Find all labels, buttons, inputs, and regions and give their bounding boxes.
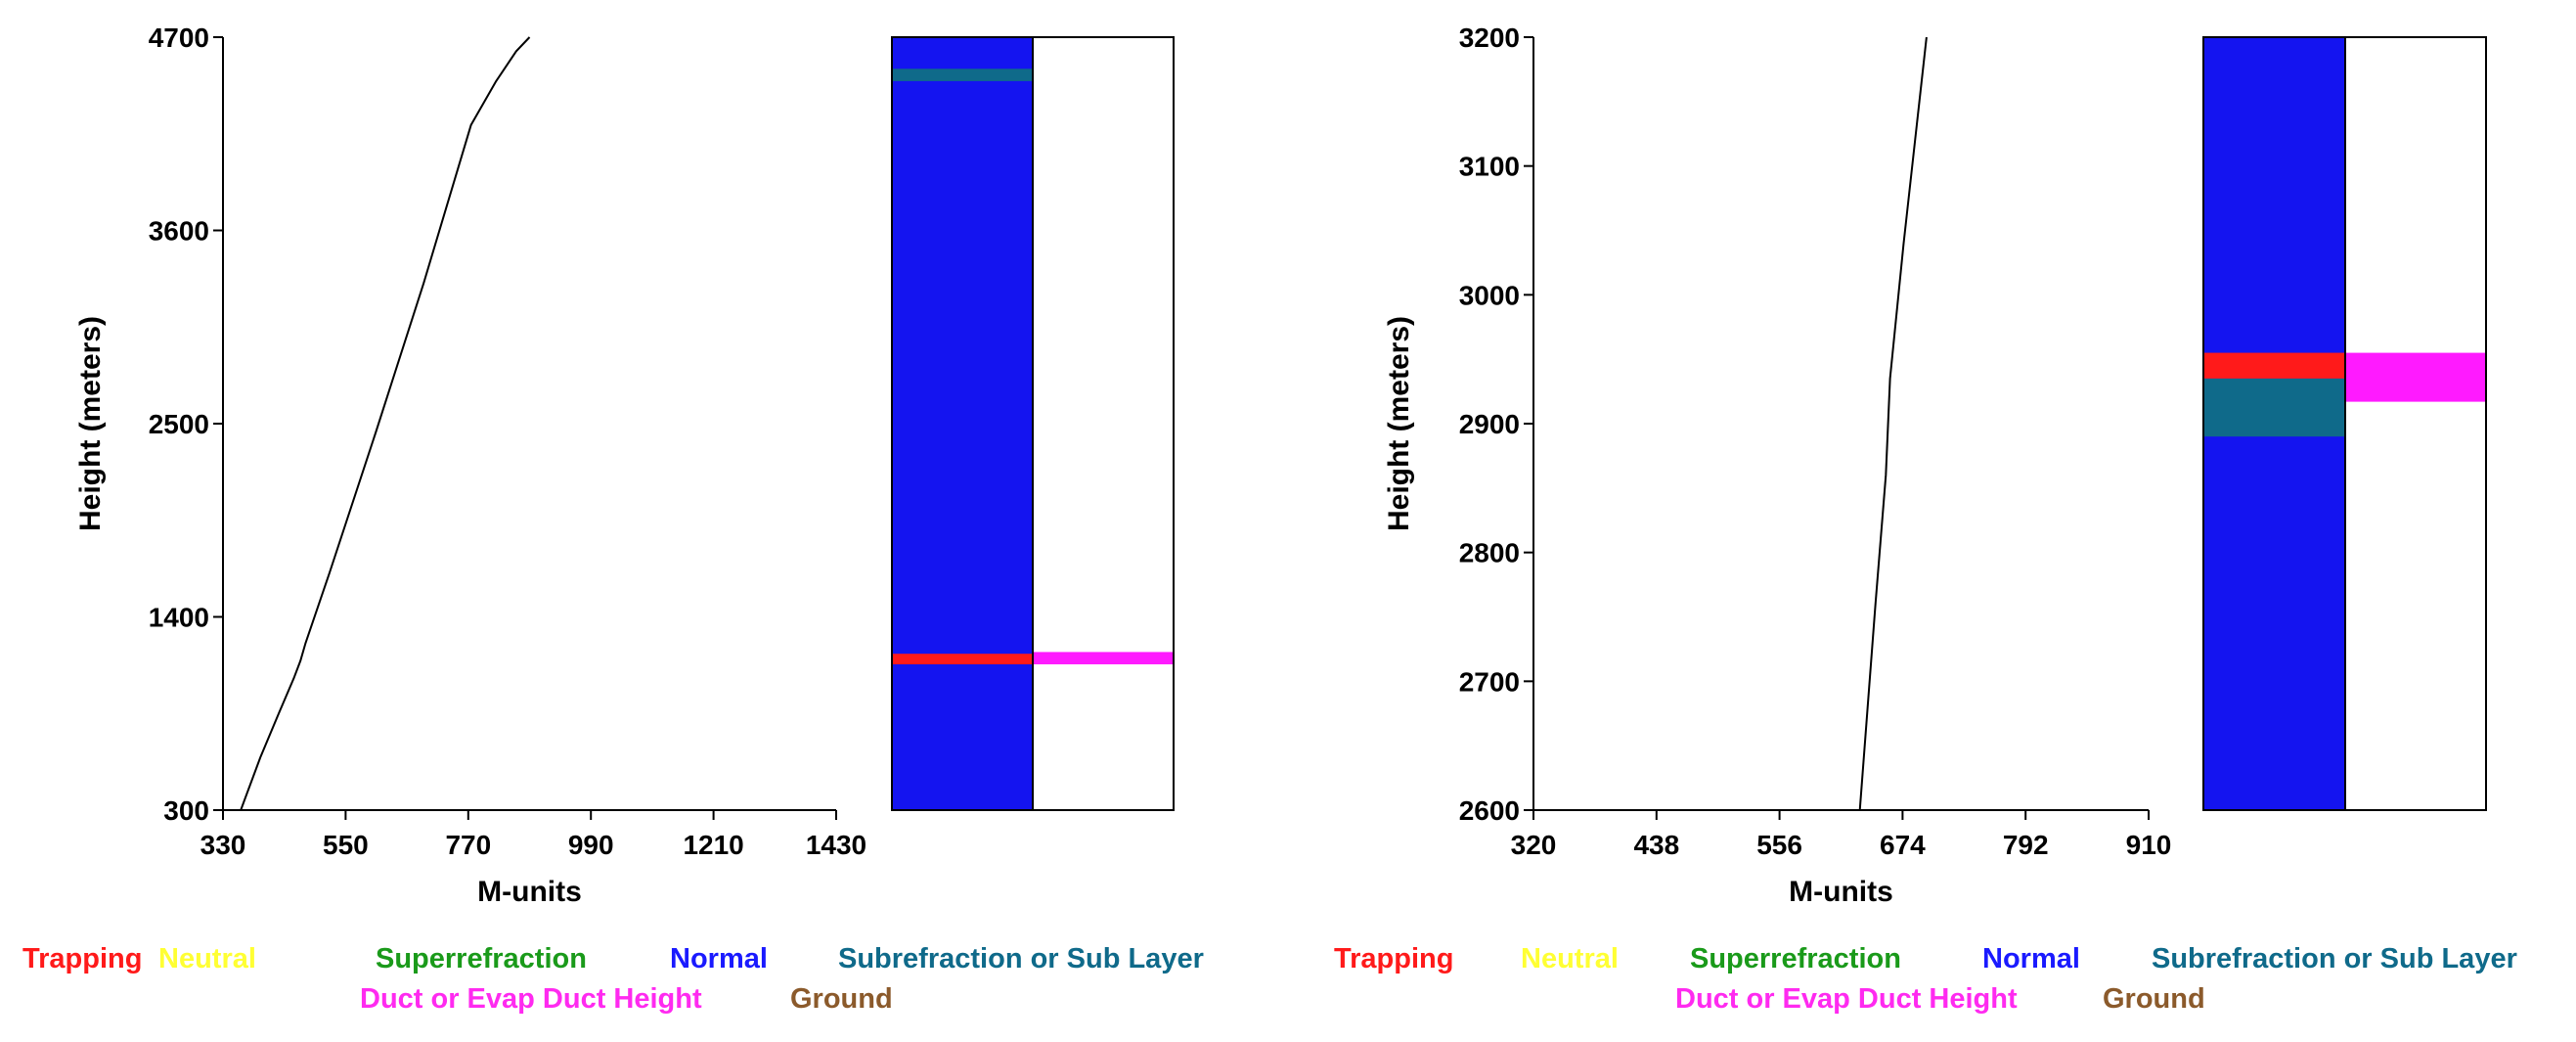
x-tick-label: 910 xyxy=(2126,830,2172,860)
x-axis-title: M-units xyxy=(1789,876,1893,908)
layer-band xyxy=(2203,378,2345,437)
legend-item: Superrefraction xyxy=(1690,943,1901,974)
y-tick-label: 1400 xyxy=(149,603,209,633)
y-tick-label: 3000 xyxy=(1459,280,1520,310)
x-tick-label: 990 xyxy=(568,830,614,860)
legend-item: Normal xyxy=(1982,943,2080,974)
x-tick-label: 556 xyxy=(1756,830,1802,860)
x-tick-label: 1210 xyxy=(683,830,743,860)
layer-band xyxy=(892,68,1033,81)
x-tick-label: 792 xyxy=(2003,830,2049,860)
duct-height-band xyxy=(1033,652,1174,664)
legend-item: Normal xyxy=(670,943,768,974)
x-tick-label: 550 xyxy=(323,830,369,860)
legend-item: Duct or Evap Duct Height xyxy=(1675,983,2018,1015)
y-tick-label: 3200 xyxy=(1459,23,1520,53)
refractivity-profile-line xyxy=(1858,36,1928,811)
layer-band xyxy=(892,654,1033,664)
legend-item: Neutral xyxy=(1521,943,1619,974)
y-tick-label: 3100 xyxy=(1459,152,1520,182)
y-tick-label: 3600 xyxy=(149,216,209,247)
y-tick-label: 4700 xyxy=(149,23,209,53)
x-tick-label: 438 xyxy=(1633,830,1679,860)
y-tick-label: 2500 xyxy=(149,409,209,439)
legend-item: Ground xyxy=(790,983,893,1015)
layer-band xyxy=(2203,352,2345,379)
y-tick-label: 2800 xyxy=(1459,538,1520,568)
y-axis-title: Height (meters) xyxy=(1383,316,1415,531)
legend-item: Trapping xyxy=(1334,943,1453,974)
duct-height-band xyxy=(2345,352,2486,402)
legend: Trapping Neutral Superrefraction Normal Subr… xyxy=(22,943,1204,1015)
legend-item: Trapping xyxy=(22,943,142,974)
layer-bar-normal-column xyxy=(892,37,1033,810)
legend-item: Subrefraction or Sub Layer xyxy=(2152,943,2517,974)
y-tick-label: 2900 xyxy=(1459,409,1520,439)
x-tick-label: 770 xyxy=(445,830,491,860)
y-axis-title: Height (meters) xyxy=(74,316,107,531)
chart-2: 2600 2700 2800 2900 3000 3100 3200 320 438 556 674… xyxy=(1334,23,2517,1015)
legend-item: Subrefraction or Sub Layer xyxy=(838,943,1204,974)
legend-item: Neutral xyxy=(158,943,256,974)
x-tick-label: 320 xyxy=(1511,830,1557,860)
legend-item: Superrefraction xyxy=(376,943,587,974)
refractivity-profile-line xyxy=(240,36,531,811)
x-axis-title: M-units xyxy=(477,876,582,908)
x-tick-label: 330 xyxy=(200,830,246,860)
legend: Trapping Neutral Superrefraction Normal Subr… xyxy=(1334,943,2517,1015)
y-tick-label: 300 xyxy=(163,795,209,826)
legend-item: Duct or Evap Duct Height xyxy=(360,983,702,1015)
y-tick-label: 2600 xyxy=(1459,795,1520,826)
x-tick-label: 1430 xyxy=(806,830,866,860)
legend-item: Ground xyxy=(2103,983,2205,1015)
chart-1: 300 1400 2500 3600 4700 330 550 770 990 1210 1430 M… xyxy=(22,23,1204,1015)
y-tick-label: 2700 xyxy=(1459,666,1520,697)
x-tick-label: 674 xyxy=(1880,830,1926,860)
